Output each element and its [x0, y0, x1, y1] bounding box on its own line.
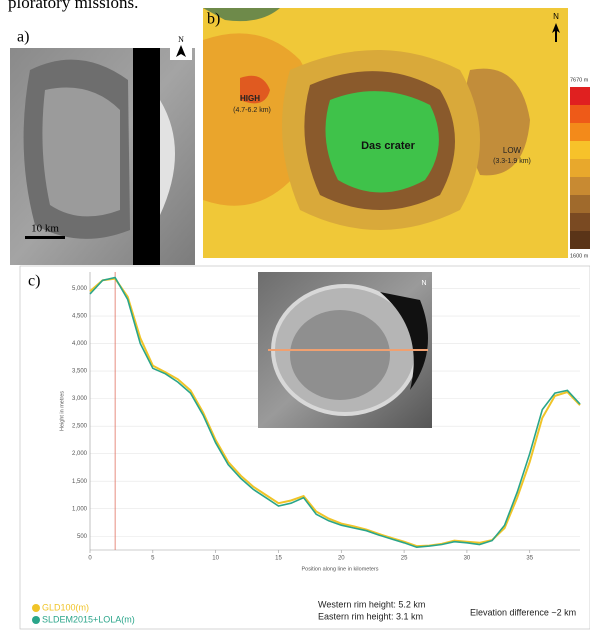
scale-bar	[25, 236, 65, 239]
crater-floor	[325, 91, 439, 193]
x-tick-label: 25	[401, 556, 408, 562]
panel-c: c) Position along line in kilometers Hei…	[19, 265, 590, 630]
legend-dot	[32, 604, 40, 612]
note: Eastern rim height: 3.1 km	[318, 611, 423, 621]
x-tick-label: 20	[338, 556, 345, 562]
panel-b: HIGH (4.7-6.2 km) Das crater LOW (3.3-1.…	[203, 8, 590, 260]
y-tick-label: 500	[77, 534, 88, 540]
legend-dot	[32, 616, 40, 624]
north-arrow	[176, 45, 186, 57]
y-tick-label: 2,500	[72, 424, 88, 430]
y-tick-label: 2,000	[72, 451, 88, 457]
low-range: (3.3-1.9 km)	[493, 158, 531, 165]
low-zone	[464, 68, 530, 176]
high-core	[240, 75, 270, 104]
inset-floor	[290, 310, 390, 400]
y-axis-label: Height in metres	[59, 391, 65, 431]
profile-line	[89, 276, 581, 549]
x-tick-label: 15	[275, 556, 282, 562]
y-tick-label: 3,500	[72, 369, 88, 375]
panel-label: a)	[17, 29, 29, 46]
x-tick-label: 30	[464, 556, 471, 562]
north: N	[421, 280, 426, 287]
top-patch	[203, 8, 280, 22]
data-gap	[133, 48, 160, 265]
panel-label: c)	[28, 273, 40, 290]
x-axis-label: Position along line in kilometers	[301, 566, 378, 572]
north: N	[553, 12, 559, 21]
bright-rim	[160, 100, 175, 215]
scale-max: 7670 m	[570, 77, 589, 83]
scale-label: 10 km	[31, 223, 59, 235]
y-tick-label: 4,500	[72, 314, 88, 320]
inset-image: N	[258, 272, 432, 428]
legend-label: SLDEM2015+LOLA(m)	[42, 614, 135, 624]
x-tick-label: 10	[212, 556, 219, 562]
high-label: HIGH	[240, 94, 260, 103]
crater-label: Das crater	[361, 140, 416, 152]
crater-floor	[42, 87, 120, 217]
panel-label: b)	[207, 11, 220, 28]
y-tick-label: 4,000	[72, 341, 88, 347]
x-tick-label: 0	[88, 556, 92, 562]
legend-label: GLD100(m)	[42, 602, 89, 612]
note: Western rim height: 5.2 km	[318, 599, 425, 609]
inset-shadow	[380, 292, 428, 390]
y-tick-label: 5,000	[72, 286, 88, 292]
scale-min: 1600 m	[570, 253, 589, 259]
y-tick-label: 3,000	[72, 396, 88, 402]
y-tick-label: 1,500	[72, 479, 88, 485]
north: N	[178, 35, 184, 44]
high-range: (4.7-6.2 km)	[233, 107, 271, 114]
x-tick-label: 5	[151, 556, 155, 562]
north-arrow	[552, 23, 560, 42]
y-tick-label: 1,000	[72, 506, 88, 512]
panel-a: N 10 km a)	[10, 29, 195, 265]
colorbar	[570, 87, 590, 249]
caption-fragment: ploratory missions.	[8, 0, 138, 12]
low-label: LOW	[503, 146, 522, 155]
note: Elevation difference ~2 km	[470, 607, 576, 617]
x-tick-label: 35	[526, 556, 533, 562]
